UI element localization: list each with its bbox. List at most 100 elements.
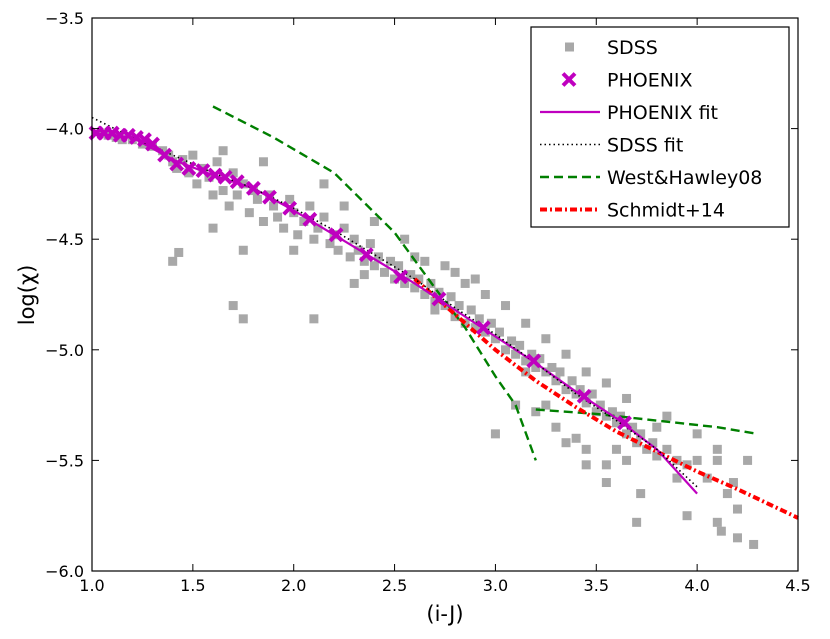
sdss-point <box>531 362 541 372</box>
sdss-point <box>636 429 646 439</box>
phoenix-point <box>195 163 211 179</box>
sdss-point <box>273 212 283 222</box>
legend-frame <box>530 26 790 228</box>
legend-entry-schmidt-14: Schmidt+14 <box>540 200 725 222</box>
y-tick-label: −4.5 <box>45 230 84 249</box>
sdss-point <box>595 400 605 410</box>
sdss-point <box>244 208 254 218</box>
sdss-point <box>369 217 379 227</box>
sdss-point <box>258 217 268 227</box>
sdss-point <box>591 407 601 417</box>
sdss-point <box>551 422 561 432</box>
sdss-point <box>571 433 581 443</box>
sdss-point <box>466 305 476 315</box>
y-axis-label: log(χ) <box>15 265 39 326</box>
legend-marker-phoenix <box>561 72 577 87</box>
sdss-point <box>652 451 662 461</box>
sdss-point <box>232 190 242 200</box>
sdss-point <box>474 314 484 324</box>
sdss-point <box>732 533 742 543</box>
sdss-point <box>712 444 722 454</box>
sdss-point <box>238 245 248 255</box>
legend-entry-phoenix-fit: PHOENIX fit <box>540 102 718 124</box>
legend: SDSS PHOENIX PHOENIX fit SDSS fit West&Hawle… <box>530 26 790 228</box>
sdss-point <box>379 267 389 277</box>
sdss-point <box>394 261 404 271</box>
sdss-point <box>208 223 218 233</box>
sdss-point <box>521 318 531 328</box>
sdss-point <box>386 256 396 266</box>
sdss-point <box>743 455 753 465</box>
legend-entry-phoenix: PHOENIX <box>561 70 693 92</box>
phoenix-point <box>207 167 223 183</box>
sdss-point <box>692 429 702 439</box>
sdss-point <box>587 389 597 399</box>
sdss-point <box>547 362 557 372</box>
sdss-point <box>369 261 379 271</box>
phoenix-point <box>526 353 542 369</box>
x-axis-ticks: 1.0 1.5 2.0 2.5 3.0 3.5 4.0 4.5 <box>79 18 811 595</box>
sdss-point <box>581 444 591 454</box>
phoenix-point <box>145 136 160 152</box>
phoenix-point <box>229 174 245 190</box>
x-tick-label: 3.5 <box>584 576 609 595</box>
legend-marker-sdss <box>565 42 574 52</box>
sdss-point <box>390 274 400 284</box>
sdss-point <box>541 400 551 410</box>
phoenix-point <box>262 189 277 205</box>
sdss-point <box>309 234 319 244</box>
sdss-point <box>460 278 470 288</box>
sdss-point <box>692 455 702 465</box>
y-tick-label: −5.0 <box>45 341 84 360</box>
sdss-point <box>490 334 500 344</box>
sdss-point <box>728 478 738 488</box>
sdss-point <box>359 256 369 266</box>
legend-label: SDSS fit <box>607 135 683 157</box>
legend-entry-sdss: SDSS <box>565 37 658 59</box>
phoenix-point <box>157 147 173 163</box>
sdss-point <box>561 385 571 395</box>
x-tick-label: 3.0 <box>483 576 508 595</box>
sdss-point <box>601 378 611 388</box>
sdss-point <box>164 150 174 160</box>
sdss-point <box>218 146 228 156</box>
sdss-point <box>204 172 214 182</box>
sdss-point <box>359 270 369 280</box>
sdss-point <box>632 517 642 527</box>
sdss-point <box>642 444 652 454</box>
legend-label: West&Hawley08 <box>607 167 762 189</box>
phoenix-point <box>302 211 318 227</box>
sdss-point <box>460 318 470 328</box>
phoenix-point <box>217 169 233 185</box>
sdss-point <box>581 398 591 408</box>
sdss-point <box>420 256 430 266</box>
x-tick-label: 1.0 <box>79 576 104 595</box>
phoenix-point <box>181 161 197 176</box>
sdss-point <box>454 301 464 311</box>
x-tick-label: 4.5 <box>785 576 810 595</box>
schmidt-14-line <box>413 277 799 520</box>
x-axis-label: (i-J) <box>426 602 463 626</box>
sdss-point <box>319 212 329 222</box>
sdss-point <box>490 429 500 439</box>
sdss-point <box>672 473 682 483</box>
sdss-point <box>174 247 184 257</box>
sdss-point <box>611 444 621 454</box>
sdss-point <box>339 223 349 233</box>
sdss-point <box>628 422 638 432</box>
sdss-point <box>345 252 355 262</box>
y-tick-label: −3.5 <box>45 9 84 28</box>
sdss-point <box>365 239 375 249</box>
sdss-point <box>527 349 537 359</box>
sdss-point <box>521 367 531 377</box>
legend-label: SDSS <box>607 37 658 59</box>
sdss-point <box>622 455 632 465</box>
phoenix-point <box>358 247 374 263</box>
sdss-point <box>258 157 268 167</box>
sdss-point <box>607 407 617 417</box>
sdss-point <box>289 245 299 255</box>
sdss-point <box>349 278 359 288</box>
sdss-point <box>541 367 551 377</box>
sdss-point <box>228 301 238 311</box>
